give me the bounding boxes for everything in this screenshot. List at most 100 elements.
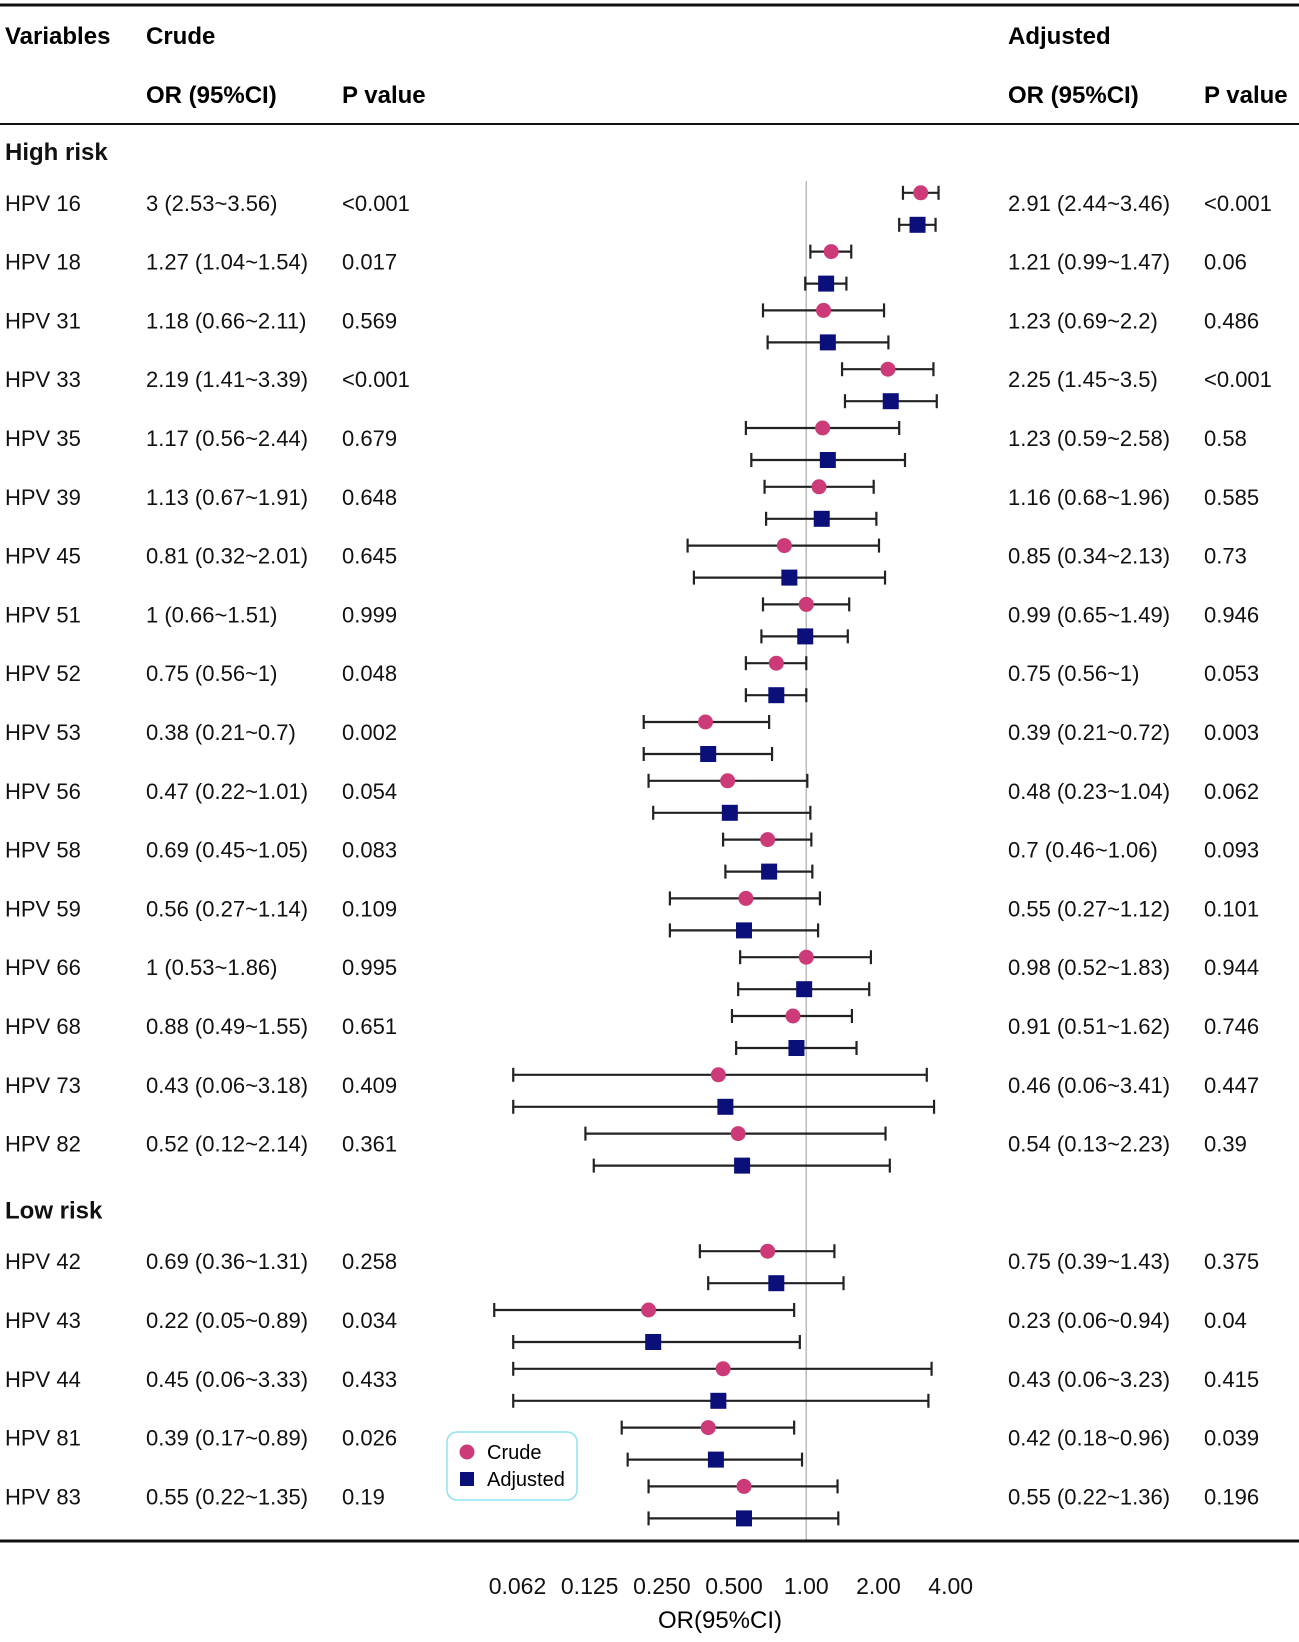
adjusted-estimate — [626, 1451, 804, 1468]
crude-p-value: 0.995 — [342, 955, 397, 980]
x-tick-label: 4.00 — [928, 1573, 973, 1599]
crude-estimate — [744, 655, 808, 671]
adjusted-point — [736, 1510, 753, 1527]
adjusted-point — [710, 1392, 727, 1409]
crude-estimate — [512, 1361, 933, 1377]
crude-or-text: 0.75 (0.56~1) — [146, 661, 277, 686]
crude-or-text: 1 (0.53~1.86) — [146, 955, 277, 980]
crude-estimate — [901, 185, 940, 201]
crude-point — [700, 1420, 716, 1436]
adjusted-or-text: 0.42 (0.18~0.96) — [1008, 1426, 1170, 1451]
row-label: HPV 39 — [5, 485, 81, 510]
crude-p-value: 0.034 — [342, 1308, 397, 1333]
adjusted-point — [717, 1098, 734, 1115]
legend-adjusted-label: Adjusted — [487, 1469, 565, 1491]
adjusted-point — [721, 804, 738, 821]
adjusted-estimate — [707, 1275, 845, 1292]
row-label: HPV 68 — [5, 1014, 81, 1039]
adjusted-point — [734, 1157, 751, 1174]
adjusted-estimate — [647, 1510, 840, 1527]
adjusted-point — [818, 275, 835, 292]
crude-estimate — [809, 244, 853, 260]
crude-or-text: 0.56 (0.27~1.14) — [146, 896, 308, 921]
table-row: HPV 44 0.45 (0.06~3.33) 0.433 0.43 (0.06~3.… — [5, 1361, 1259, 1409]
adjusted-p-value: 0.415 — [1204, 1367, 1259, 1392]
crude-or-text: 1 (0.66~1.51) — [146, 602, 277, 627]
legend-crude-label: Crude — [487, 1442, 541, 1464]
crude-point — [811, 479, 827, 495]
crude-point — [815, 420, 831, 436]
crude-or-text: 0.81 (0.32~2.01) — [146, 544, 308, 569]
adjusted-or-text: 0.75 (0.39~1.43) — [1008, 1249, 1170, 1274]
adjusted-estimate — [744, 687, 808, 704]
table-row: HPV 53 0.38 (0.21~0.7) 0.002 0.39 (0.21~0.7… — [5, 714, 1259, 762]
adjusted-estimate — [512, 1392, 930, 1409]
crude-p-value: 0.433 — [342, 1367, 397, 1392]
adjusted-point — [882, 393, 899, 410]
crude-or-text: 2.19 (1.41~3.39) — [146, 367, 308, 392]
crude-point — [785, 1008, 801, 1024]
crude-estimate — [739, 949, 873, 965]
crude-or-text: 0.69 (0.36~1.31) — [146, 1249, 308, 1274]
crude-estimate — [620, 1420, 796, 1436]
adjusted-point — [909, 216, 926, 233]
adjusted-point — [797, 628, 814, 645]
crude-p-value: 0.651 — [342, 1014, 397, 1039]
crude-p-value: 0.648 — [342, 485, 397, 510]
table-row: HPV 51 1 (0.66~1.51) 0.999 0.99 (0.65~1.49)… — [5, 596, 1259, 645]
table-row: HPV 52 0.75 (0.56~1) 0.048 0.75 (0.56~1) 0.0… — [5, 655, 1259, 704]
adjusted-p-value: 0.039 — [1204, 1426, 1259, 1451]
table-row: HPV 66 1 (0.53~1.86) 0.995 0.98 (0.52~1.83)… — [5, 949, 1259, 998]
crude-point — [720, 773, 736, 789]
crude-p-value: 0.19 — [342, 1484, 385, 1509]
adjusted-or-text: 0.48 (0.23~1.04) — [1008, 779, 1170, 804]
crude-estimate — [730, 1008, 854, 1024]
header-adjusted-or: OR (95%CI) — [1008, 82, 1139, 109]
group-high-risk: High risk HPV 16 3 (2.53~3.56) <0.001 2.91 (… — [5, 139, 1272, 1174]
row-label: HPV 58 — [5, 838, 81, 863]
adjusted-p-value: 0.093 — [1204, 838, 1259, 863]
table-row: HPV 42 0.69 (0.36~1.31) 0.258 0.75 (0.39~1.… — [5, 1243, 1259, 1292]
crude-estimate — [761, 596, 851, 612]
crude-point — [738, 890, 754, 906]
table-row: HPV 35 1.17 (0.56~2.44) 0.679 1.23 (0.59~2.… — [5, 420, 1247, 468]
x-tick-label: 0.250 — [633, 1573, 691, 1599]
adjusted-or-text: 0.23 (0.06~0.94) — [1008, 1308, 1170, 1333]
crude-p-value: 0.017 — [342, 250, 397, 275]
adjusted-estimate — [804, 275, 848, 292]
crude-or-text: 1.27 (1.04~1.54) — [146, 250, 308, 275]
legend-adjusted-marker — [460, 1472, 474, 1486]
row-label: HPV 31 — [5, 308, 81, 333]
adjusted-p-value: 0.053 — [1204, 661, 1259, 686]
crude-point — [760, 1243, 776, 1259]
crude-or-text: 0.69 (0.45~1.05) — [146, 838, 308, 863]
adjusted-p-value: 0.944 — [1204, 955, 1259, 980]
crude-estimate — [668, 890, 822, 906]
adjusted-or-text: 1.23 (0.69~2.2) — [1008, 308, 1158, 333]
adjusted-p-value: 0.486 — [1204, 308, 1259, 333]
adjusted-p-value: 0.746 — [1204, 1014, 1259, 1039]
adjusted-or-text: 0.55 (0.27~1.12) — [1008, 896, 1170, 921]
crude-p-value: 0.083 — [342, 838, 397, 863]
adjusted-or-text: 0.85 (0.34~2.13) — [1008, 544, 1170, 569]
crude-point — [776, 538, 792, 554]
adjusted-estimate — [760, 628, 849, 645]
crude-p-value: 0.361 — [342, 1132, 397, 1157]
crude-or-text: 0.22 (0.05~0.89) — [146, 1308, 308, 1333]
header-crude-or: OR (95%CI) — [146, 82, 277, 109]
row-label: HPV 43 — [5, 1308, 81, 1333]
adjusted-p-value: 0.06 — [1204, 250, 1247, 275]
adjusted-or-text: 0.46 (0.06~3.41) — [1008, 1073, 1170, 1098]
header-variables: Variables — [5, 23, 110, 50]
table-row: HPV 43 0.22 (0.05~0.89) 0.034 0.23 (0.06~0.… — [5, 1302, 1247, 1350]
crude-or-text: 1.18 (0.66~2.11) — [146, 308, 306, 333]
adjusted-or-text: 0.91 (0.51~1.62) — [1008, 1014, 1170, 1039]
adjusted-estimate — [692, 569, 887, 586]
crude-point — [823, 244, 839, 260]
adjusted-estimate — [724, 863, 814, 880]
crude-estimate — [763, 479, 875, 495]
adjusted-estimate — [737, 981, 871, 998]
adjusted-p-value: <0.001 — [1204, 367, 1272, 392]
crude-estimate — [493, 1302, 796, 1318]
adjusted-p-value: 0.003 — [1204, 720, 1259, 745]
